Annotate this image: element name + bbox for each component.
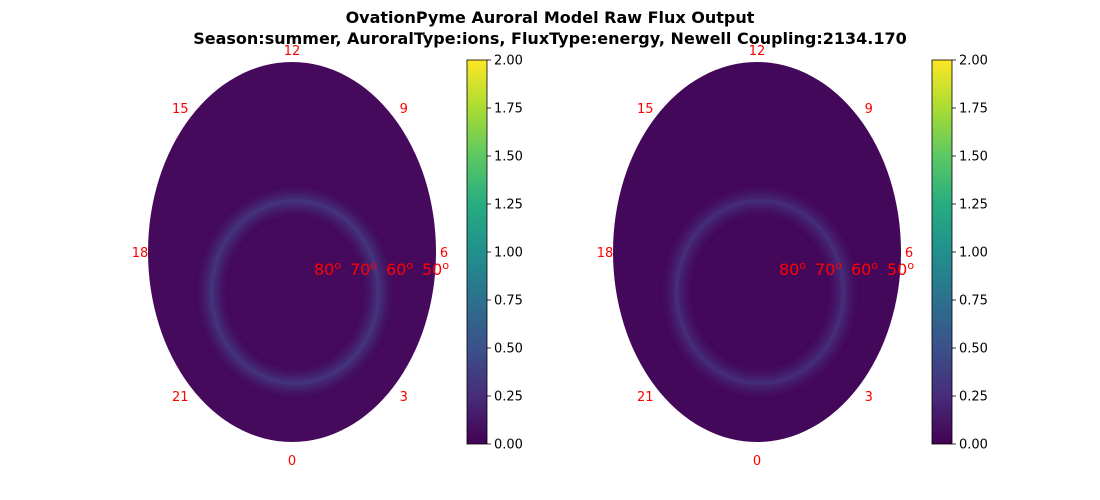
colorbar-tick-label: 1.00 <box>494 246 523 261</box>
mlt-label: 21 <box>637 390 654 405</box>
chart-subtitle: Season:summer, AuroralType:ions, FluxTyp… <box>193 29 907 48</box>
latitude-label: 50o <box>887 259 914 279</box>
chart-title: OvationPyme Auroral Model Raw Flux Outpu… <box>345 8 755 27</box>
colorbar-tick-label: 1.50 <box>959 150 988 165</box>
mlt-label: 18 <box>597 246 614 261</box>
mlt-label: 9 <box>865 102 873 117</box>
mlt-label: 0 <box>753 454 761 469</box>
mlt-label: 6 <box>440 246 448 261</box>
mlt-label: 3 <box>865 390 873 405</box>
mlt-label: 0 <box>288 454 296 469</box>
colorbar-tick-label: 0.00 <box>494 438 523 453</box>
colorbar-tick-label: 2.00 <box>494 54 523 69</box>
mlt-label: 15 <box>637 102 654 117</box>
mlt-label: 21 <box>172 390 189 405</box>
colorbar-tick-label: 1.50 <box>494 150 523 165</box>
colorbar-tick-label: 1.00 <box>959 246 988 261</box>
mlt-label: 12 <box>749 44 766 59</box>
mlt-label: 6 <box>905 246 913 261</box>
latitude-label: 50o <box>422 259 449 279</box>
colorbar-tick-label: 0.25 <box>494 390 523 405</box>
colorbar-tick-label: 0.50 <box>494 342 523 357</box>
colorbar-tick-label: 1.25 <box>959 198 988 213</box>
auroral-oval-core <box>674 198 846 386</box>
mlt-label: 12 <box>284 44 301 59</box>
colorbar-tick-label: 0.75 <box>959 294 988 309</box>
colorbar-tick-label: 0.25 <box>959 390 988 405</box>
colorbar-tick-label: 0.00 <box>959 438 988 453</box>
colorbar <box>931 59 953 445</box>
mlt-label: 9 <box>400 102 408 117</box>
colorbar-tick-label: 1.75 <box>959 102 988 117</box>
colorbar-tick-label: 0.50 <box>959 342 988 357</box>
mlt-label: 18 <box>132 246 149 261</box>
mlt-label: 15 <box>172 102 189 117</box>
colorbar-tick-label: 1.25 <box>494 198 523 213</box>
colorbar-tick-label: 1.75 <box>494 102 523 117</box>
mlt-label: 3 <box>400 390 408 405</box>
colorbar <box>466 59 488 445</box>
colorbar-tick-label: 0.75 <box>494 294 523 309</box>
auroral-oval-core <box>209 198 381 386</box>
colorbar-tick-label: 2.00 <box>959 54 988 69</box>
